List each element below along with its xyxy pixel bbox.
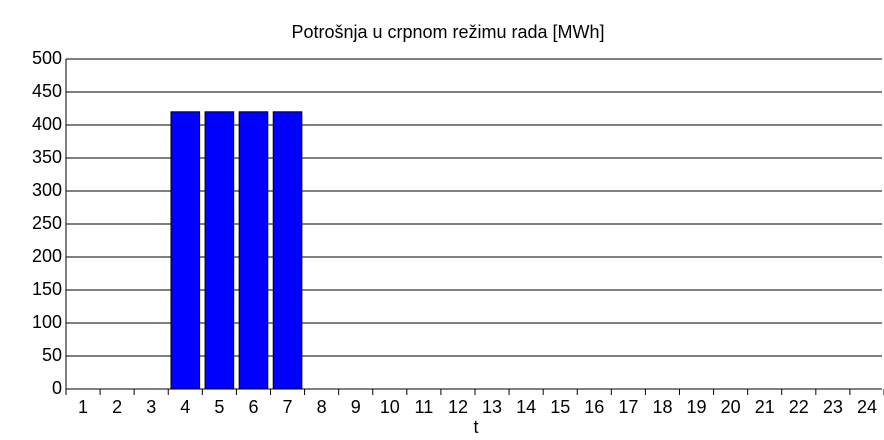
x-tick-label: 12: [448, 397, 468, 417]
bar: [272, 111, 303, 390]
x-tick-label: 13: [482, 397, 502, 417]
x-tick-label: 1: [78, 397, 88, 417]
x-tick-label: 4: [180, 397, 190, 417]
x-tick-label: 6: [248, 397, 258, 417]
y-tick-label: 450: [32, 81, 62, 101]
y-tick-label: 200: [32, 246, 62, 266]
x-tick-label: 9: [351, 397, 361, 417]
x-tick-label: 7: [283, 397, 293, 417]
y-tick-label: 50: [42, 345, 62, 365]
x-tick-label: 5: [214, 397, 224, 417]
x-tick-label: 18: [652, 397, 672, 417]
x-tick-label: 23: [823, 397, 843, 417]
x-tick-label: 11: [415, 397, 434, 417]
x-tick-label: 10: [380, 397, 400, 417]
x-tick-label: 15: [550, 397, 570, 417]
x-tick-label: 8: [317, 397, 327, 417]
y-tick-label: 150: [32, 279, 62, 299]
y-tick-label: 100: [32, 312, 62, 332]
bar: [204, 111, 235, 390]
x-tick-label: 14: [516, 397, 536, 417]
x-tick-label: 19: [687, 397, 707, 417]
bar: [238, 111, 269, 390]
x-tick-label: 3: [146, 397, 156, 417]
y-tick-label: 350: [32, 147, 62, 167]
y-tick-label: 300: [32, 180, 62, 200]
x-axis-label: t: [473, 417, 478, 437]
x-tick-label: 22: [789, 397, 809, 417]
x-tick-label: 21: [755, 397, 775, 417]
y-tick-label: 0: [52, 378, 62, 398]
y-tick-label: 250: [32, 213, 62, 233]
y-tick-label: 500: [32, 48, 62, 68]
x-tick-label: 17: [618, 397, 638, 417]
x-tick-label: 2: [112, 397, 122, 417]
bar: [170, 111, 201, 390]
x-tick-label: 20: [721, 397, 741, 417]
y-tick-label: 400: [32, 114, 62, 134]
chart-title: Potrošnja u crpnom režimu rada [MWh]: [291, 22, 604, 42]
x-tick-label: 16: [584, 397, 604, 417]
x-tick-label: 24: [857, 397, 877, 417]
